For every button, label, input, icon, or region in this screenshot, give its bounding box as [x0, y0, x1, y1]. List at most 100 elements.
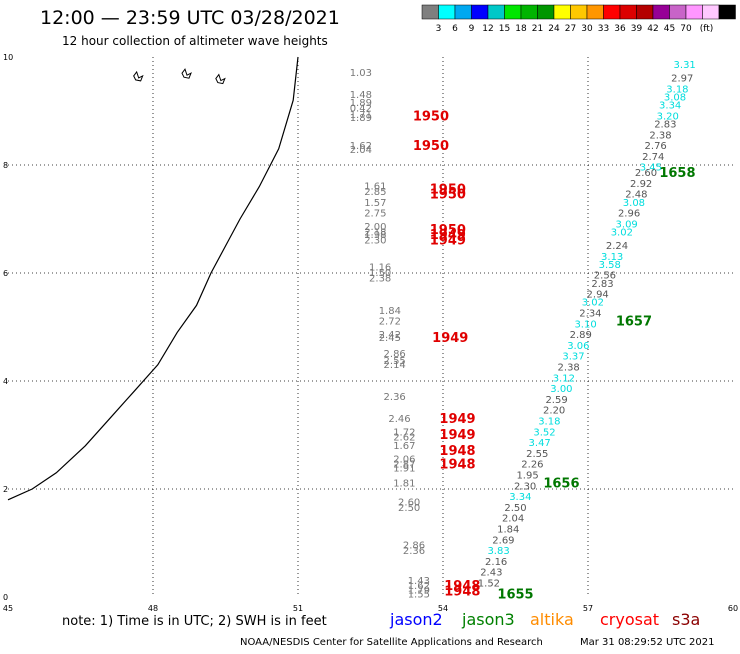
cryosat-value-label: 2.06: [393, 454, 415, 465]
cryosat-value-label: 1.48: [350, 90, 372, 101]
jason3-value-label: 3.00: [550, 384, 572, 395]
colorbar-swatch: [636, 4, 654, 20]
cryosat-value-label: 1.43: [408, 576, 430, 587]
y-tick-label: 4: [3, 377, 8, 386]
jason3-value-label: 3.34: [509, 492, 531, 503]
footer-credit: NOAA/NESDIS Center for Satellite Applica…: [240, 637, 543, 648]
jason3-value-label: 2.50: [504, 503, 526, 514]
colorbar-label: 9: [469, 24, 475, 34]
jason3-value-label: 2.94: [587, 290, 609, 301]
pass-time-label: 1948: [439, 458, 475, 473]
jason3-value-label: 2.38: [649, 130, 671, 141]
pass-time-label: 1655: [497, 587, 533, 602]
jason3-value-label: 3.10: [574, 319, 596, 330]
jason3-value-label: 2.83: [591, 279, 613, 290]
jason3-value-label: 3.31: [674, 60, 696, 71]
jason3-value-label: 2.43: [480, 568, 502, 579]
cryosat-value-label: 1.50: [369, 268, 391, 279]
colorbar-swatch: [438, 4, 456, 20]
colorbar-label: 70: [680, 24, 692, 34]
jason3-value-label: 3.13: [601, 252, 623, 263]
colorbar-label: 27: [565, 24, 576, 34]
jason3-value-label: 3.20: [657, 111, 679, 122]
cryosat-value-label: 2.18: [364, 228, 386, 239]
x-tick-label: 60: [728, 604, 738, 613]
jason3-value-label: 3.18: [538, 417, 560, 428]
jason3-value-label: 3.08: [664, 93, 686, 104]
pass-time-label: 1950: [413, 139, 449, 154]
colorbar-swatch: [603, 4, 621, 20]
cryosat-value-label: 1.62: [350, 141, 372, 152]
colorbar-label: 12: [482, 24, 493, 34]
pass-time-label: 1948: [439, 444, 475, 459]
pass-time-label: 1949: [432, 331, 468, 346]
y-tick-label: 10: [3, 53, 13, 62]
colorbar-label: 21: [532, 24, 543, 34]
colorbar-label: 42: [647, 24, 658, 34]
jason3-value-label: 3.08: [623, 198, 645, 209]
cryosat-value-label: 0.42: [350, 103, 372, 114]
jason3-value-label: 2.89: [570, 330, 592, 341]
cryosat-value-label: 2.42: [379, 330, 401, 341]
colorbar-label: 45: [664, 24, 675, 34]
pass-time-label: 1658: [659, 166, 695, 181]
cryosat-value-label: 2.00: [364, 222, 386, 233]
jason3-value-label: 2.26: [521, 460, 543, 471]
jason3-value-label: 3.34: [659, 101, 681, 112]
cryosat-value-label: 2.75: [364, 209, 386, 220]
cryosat-value-label: 1.57: [364, 198, 386, 209]
y-tick-label: 6: [3, 269, 8, 278]
plot-area: 45 48 51 54 57 6002468101.031.481.890.421.711…: [3, 53, 738, 613]
y-tick-label: 0: [3, 593, 8, 602]
cryosat-value-label: 2.36: [403, 546, 425, 557]
pass-time-label: 1950: [430, 223, 466, 238]
x-tick-label: 45: [3, 604, 13, 613]
jason3-value-label: 2.76: [645, 141, 667, 152]
cryosat-value-label: 2.45: [379, 333, 401, 344]
jason3-value-label: 2.59: [545, 395, 567, 406]
cryosat-value-label: 2.62: [393, 433, 415, 444]
colorbar-swatch: [652, 4, 670, 20]
jason3-value-label: 3.52: [533, 427, 555, 438]
pass-time-label: 1950: [413, 109, 449, 124]
jason3-value-label: 2.04: [502, 514, 524, 525]
jason3-value-label: 3.12: [553, 373, 575, 384]
pass-time-label: 1948: [444, 585, 480, 600]
jason3-value-label: 3.83: [487, 546, 509, 557]
jason3-value-label: 2.38: [558, 363, 580, 374]
satellite-legend: jason2 jason3 altika cryosat s3a: [389, 610, 700, 629]
cryosat-value-label: 1.03: [350, 68, 372, 79]
colorbar-label: 39: [631, 24, 643, 34]
x-tick-label: 51: [293, 604, 303, 613]
pass-time-label: 1949: [430, 234, 466, 249]
jason3-value-label: 2.20: [543, 406, 565, 417]
coastline: [7, 56, 299, 501]
cryosat-value-label: 1.89: [350, 113, 372, 124]
cryosat-value-label: 2.46: [388, 414, 410, 425]
island: [215, 73, 226, 85]
colorbar-label: 24: [548, 24, 560, 34]
cryosat-value-label: 2.86: [384, 349, 406, 360]
jason3-value-label: 2.16: [485, 557, 507, 568]
cryosat-value-label: 1.67: [393, 441, 415, 452]
jason3-value-label: 2.69: [492, 535, 514, 546]
colorbar-swatch: [553, 4, 571, 20]
colorbar-label: 15: [499, 24, 510, 34]
jason3-value-label: 2.56: [594, 271, 616, 282]
jason3-value-label: 2.96: [618, 209, 640, 220]
cryosat-value-label: 2.72: [379, 317, 401, 328]
jason3-value-label: 3.47: [529, 438, 551, 449]
cryosat-value-label: 2.04: [350, 145, 372, 156]
cryosat-value-label: 1.72: [393, 427, 415, 438]
pass-time-label: 1948: [444, 579, 480, 594]
jason3-value-label: 2.30: [514, 481, 536, 492]
jason3-value-label: 2.92: [630, 179, 652, 190]
x-tick-label: 57: [583, 604, 593, 613]
colorbar-label: 3: [436, 24, 442, 34]
pass-time-label: 1657: [616, 315, 652, 330]
colorbar-label: 6: [452, 24, 458, 34]
colorbar-swatch: [718, 4, 736, 20]
x-tick-label: 48: [148, 604, 158, 613]
jason3-value-label: 3.02: [582, 298, 604, 309]
